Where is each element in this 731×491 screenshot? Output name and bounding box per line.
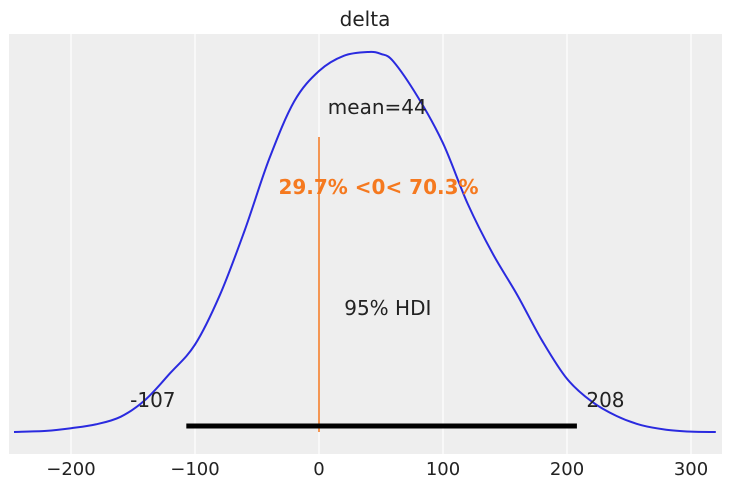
x-axis: −200 −100 0 100 200 300 xyxy=(46,459,708,480)
x-tick-label: 100 xyxy=(426,459,460,480)
hdi-low-label: -107 xyxy=(130,388,175,412)
density-curve xyxy=(13,50,716,433)
hdi-high-label: 208 xyxy=(586,388,624,412)
x-tick-label: −100 xyxy=(170,459,219,480)
x-tick-label: 200 xyxy=(550,459,584,480)
reference-label: 29.7% <0< 70.3% xyxy=(278,175,478,199)
x-tick-label: 0 xyxy=(313,459,324,480)
chart-title: delta xyxy=(340,7,391,31)
mean-label: mean=44 xyxy=(328,95,427,119)
x-tick-label: 300 xyxy=(674,459,708,480)
hdi-label: 95% HDI xyxy=(344,296,431,320)
plot-area xyxy=(9,34,722,454)
x-tick-label: −200 xyxy=(46,459,95,480)
